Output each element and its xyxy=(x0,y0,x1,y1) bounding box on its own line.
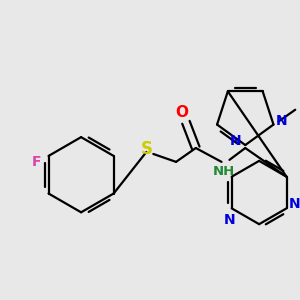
Text: N: N xyxy=(289,197,300,212)
Text: F: F xyxy=(32,155,41,169)
Text: N: N xyxy=(276,114,287,128)
Text: O: O xyxy=(176,105,188,120)
Text: N: N xyxy=(224,213,236,227)
Text: N: N xyxy=(230,134,241,148)
Text: S: S xyxy=(140,140,152,158)
Text: NH: NH xyxy=(212,165,235,178)
